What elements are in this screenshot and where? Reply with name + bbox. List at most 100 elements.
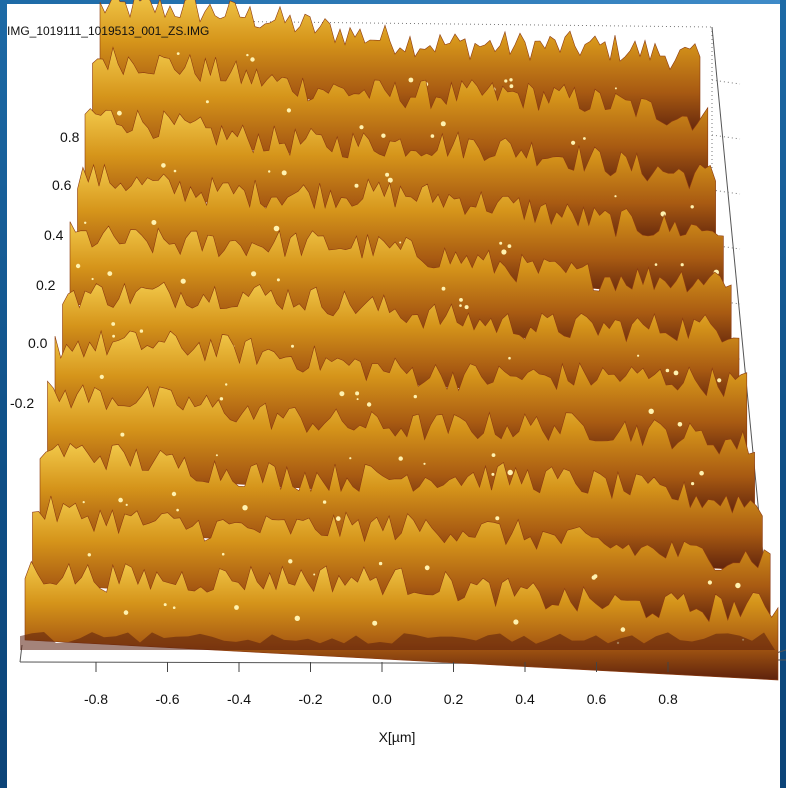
surface-highlight	[161, 163, 166, 168]
surface-highlight	[504, 79, 508, 83]
surface-ridge	[92, 46, 709, 190]
surface-highlight	[87, 553, 92, 557]
surface-ridge	[77, 163, 724, 299]
surface-highlight	[637, 354, 640, 357]
surface-highlight	[294, 615, 300, 621]
x-tick-label: 0.4	[515, 691, 535, 707]
surface-highlight	[620, 627, 626, 632]
surface-highlight	[176, 52, 180, 55]
surface-highlight	[288, 559, 293, 564]
surface-highlight	[648, 408, 654, 414]
surface-ridge	[69, 221, 732, 354]
x-tick-label: -0.2	[298, 691, 322, 707]
surface-highlight	[82, 501, 85, 504]
surface-highlight	[441, 286, 446, 291]
surface-highlight	[171, 491, 177, 497]
surface-ridge	[62, 281, 740, 408]
surface-highlight	[583, 137, 586, 140]
surface-highlight	[385, 172, 390, 177]
surface-highlight	[495, 516, 500, 521]
surface-highlight	[176, 508, 179, 512]
surface-highlight	[501, 249, 507, 255]
box-grid-line	[711, 134, 741, 140]
window-frame-right	[780, 0, 786, 788]
surface-highlight	[242, 505, 248, 511]
surface-highlight	[571, 140, 576, 145]
y-tick-label: 0.0	[28, 335, 48, 351]
surface-highlight	[117, 110, 122, 116]
surface-highlight	[151, 220, 157, 225]
surface-highlight	[491, 472, 495, 476]
window-frame-top	[0, 0, 786, 4]
surface-highlight	[423, 462, 426, 465]
surface-highlight	[281, 170, 287, 176]
x-tick-label: -0.4	[227, 691, 251, 707]
x-tick-label: -0.8	[84, 691, 108, 707]
x-tick-label: 0.0	[372, 691, 392, 707]
surface-highlight	[464, 305, 469, 310]
surface-highlight	[205, 100, 209, 104]
y-tick-label: 0.2	[36, 277, 56, 293]
surface-highlight	[234, 605, 239, 610]
surface-highlight	[225, 383, 228, 386]
surface-highlight	[513, 619, 519, 625]
surface-highlight	[125, 503, 128, 506]
window-frame-left	[0, 0, 7, 788]
x-tick-label: 0.2	[444, 691, 464, 707]
surface-highlight	[112, 334, 115, 338]
surface-highlight	[717, 378, 722, 383]
surface-ridge	[84, 108, 716, 245]
surface-highlight	[336, 516, 341, 521]
surface-highlight	[246, 53, 249, 57]
surface-highlight	[215, 454, 218, 457]
surface-highlight	[250, 57, 255, 62]
surface-highlight	[593, 574, 598, 579]
surface-highlight	[172, 606, 176, 609]
surface-highlight	[499, 241, 503, 245]
surface-highlight	[163, 603, 167, 607]
surface-highlight	[399, 241, 402, 244]
surface-highlight	[459, 304, 462, 307]
box-grid-line	[711, 189, 741, 195]
surface-highlight	[408, 77, 414, 83]
surface-highlight	[99, 374, 104, 379]
surface-highlight	[413, 394, 417, 399]
x-axis-ticks: -0.8 -0.6 -0.4 -0.2 0.0 0.2 0.4 0.6 0.8	[84, 662, 678, 707]
surface-highlight	[507, 469, 513, 476]
surface-highlight	[680, 263, 684, 267]
surface-highlight	[219, 397, 224, 401]
x-tick-label: 0.6	[587, 691, 607, 707]
y-tick-label: 0.6	[52, 177, 72, 193]
surface-highlight	[354, 183, 359, 188]
surface-highlight	[251, 271, 257, 277]
surface-highlight	[614, 195, 617, 198]
surface-highlight	[677, 422, 683, 427]
surface-highlight	[273, 225, 280, 232]
y-axis-ticks: 0.8 0.6 0.4 0.2 0.0 -0.2	[10, 129, 80, 411]
surface-base	[20, 632, 775, 650]
surface-highlight	[491, 453, 496, 457]
surface-highlight	[291, 344, 294, 348]
surface-highlight	[508, 356, 511, 360]
surface-highlight	[118, 497, 123, 503]
surface-highlight	[398, 456, 403, 461]
surface-highlight	[356, 398, 359, 401]
surface-highlight	[286, 108, 291, 113]
surface-highlight	[735, 582, 741, 589]
y-tick-label: 0.8	[60, 129, 80, 145]
surface-highlight	[339, 391, 345, 397]
surface-highlight	[509, 78, 513, 82]
surface-highlight	[111, 322, 116, 326]
surface-highlight	[507, 244, 512, 249]
surface-highlight	[372, 620, 378, 626]
chart-title: IMG_1019111_1019513_001_ZS.IMG	[7, 24, 209, 38]
surface-highlight	[366, 402, 372, 407]
surface-highlight	[173, 169, 177, 173]
surface-highlight	[699, 470, 704, 476]
surface-highlight	[673, 370, 679, 376]
surface-highlight	[378, 561, 383, 566]
surface-highlight	[313, 573, 316, 576]
surface-highlight	[381, 133, 386, 138]
surface-highlight	[459, 298, 463, 302]
